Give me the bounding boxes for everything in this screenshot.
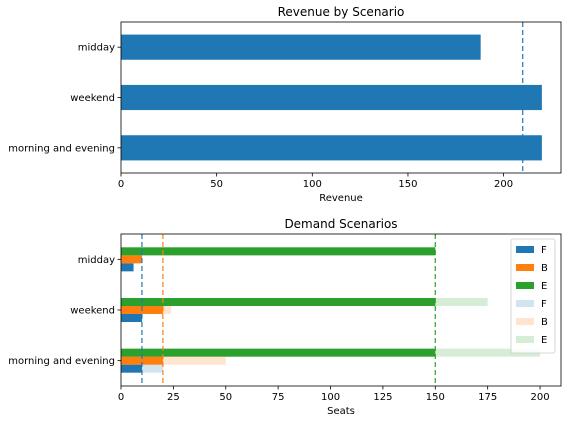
revenue-bar-midday <box>121 34 481 60</box>
demand-chart: 0 25 50 75 100 125 150 175 200 morning and eveni… <box>8 217 562 417</box>
legend-swatch-e <box>516 282 534 289</box>
y-tick-label-midday: midday <box>78 255 115 266</box>
y-tick-label-weekend: weekend <box>70 93 115 104</box>
x-tick-label: 0 <box>118 392 124 403</box>
demand-chart-title: Demand Scenarios <box>284 217 397 231</box>
x-tick-label: 50 <box>210 179 223 190</box>
revenue-chart-x-axis-label: Revenue <box>319 193 363 204</box>
demand-bar-f-light-morning-and-evening <box>121 364 163 373</box>
revenue-chart-bars <box>121 34 542 161</box>
demand-bar-f-light-weekend <box>121 314 142 322</box>
demand-bar-e-light-midday <box>121 247 436 256</box>
x-tick-label: 200 <box>494 179 513 190</box>
demand-bar-b-light-weekend <box>121 306 172 314</box>
revenue-bar-weekend <box>121 84 542 111</box>
legend-swatch-b <box>516 318 534 325</box>
revenue-chart-y-ticks: morning and evening weekend midday <box>8 43 121 154</box>
revenue-chart-x-ticks: 0 50 100 150 200 <box>118 173 513 190</box>
demand-bar-e-morning-and-evening <box>121 348 436 357</box>
legend-frame <box>510 238 556 354</box>
demand-bar-e-weekend <box>121 298 436 306</box>
revenue-bar-morning-and-evening <box>121 135 542 161</box>
legend-swatch-b <box>516 264 534 271</box>
demand-chart-bars <box>121 247 541 373</box>
demand-bar-f-midday <box>121 263 134 272</box>
x-tick-label: 200 <box>531 392 550 403</box>
legend-swatch-f <box>516 300 534 307</box>
x-tick-label: 0 <box>118 179 124 190</box>
legend-label-f: F <box>541 299 547 310</box>
legend-label-e: E <box>541 335 547 346</box>
x-tick-label: 75 <box>272 392 285 403</box>
legend-label-f: F <box>541 245 547 256</box>
legend-swatch-e <box>516 336 534 343</box>
y-tick-label-morning-and-evening: morning and evening <box>8 143 115 154</box>
demand-chart-x-ticks: 0 25 50 75 100 125 150 175 200 <box>118 386 550 403</box>
x-tick-label: 50 <box>219 392 232 403</box>
demand-bar-b-light-midday <box>121 255 142 264</box>
x-tick-label: 125 <box>373 392 392 403</box>
demand-bar-f-weekend <box>121 314 142 322</box>
x-tick-label: 100 <box>303 179 322 190</box>
demand-chart-x-axis-label: Seats <box>327 406 355 417</box>
legend-label-b: B <box>541 263 548 274</box>
x-tick-label: 150 <box>398 179 417 190</box>
y-tick-label-weekend: weekend <box>70 306 115 317</box>
demand-bar-b-midday <box>121 255 142 264</box>
demand-bar-f-morning-and-evening <box>121 364 142 373</box>
legend-label-b: B <box>541 317 548 328</box>
legend-swatch-f <box>516 246 534 253</box>
demand-chart-y-ticks: morning and evening weekend midday <box>8 255 121 367</box>
revenue-chart-title: Revenue by Scenario <box>278 5 405 19</box>
legend-label-e: E <box>541 281 547 292</box>
demand-bar-e-midday <box>121 247 436 256</box>
demand-bar-b-morning-and-evening <box>121 356 163 365</box>
demand-bar-b-light-morning-and-evening <box>121 356 226 365</box>
demand-bar-e-light-morning-and-evening <box>121 348 541 357</box>
y-tick-label-midday: midday <box>78 43 115 54</box>
x-tick-label: 100 <box>321 392 340 403</box>
x-tick-label: 150 <box>426 392 445 403</box>
x-tick-label: 25 <box>167 392 180 403</box>
demand-bar-f-light-midday <box>121 263 132 272</box>
y-tick-label-morning-and-evening: morning and evening <box>8 356 115 367</box>
x-tick-label: 175 <box>478 392 497 403</box>
demand-bar-e-light-weekend <box>121 298 488 306</box>
demand-chart-reference-layer <box>141 234 436 386</box>
revenue-chart: 0 50 100 150 200 morning and eveningweekendm… <box>8 5 562 204</box>
